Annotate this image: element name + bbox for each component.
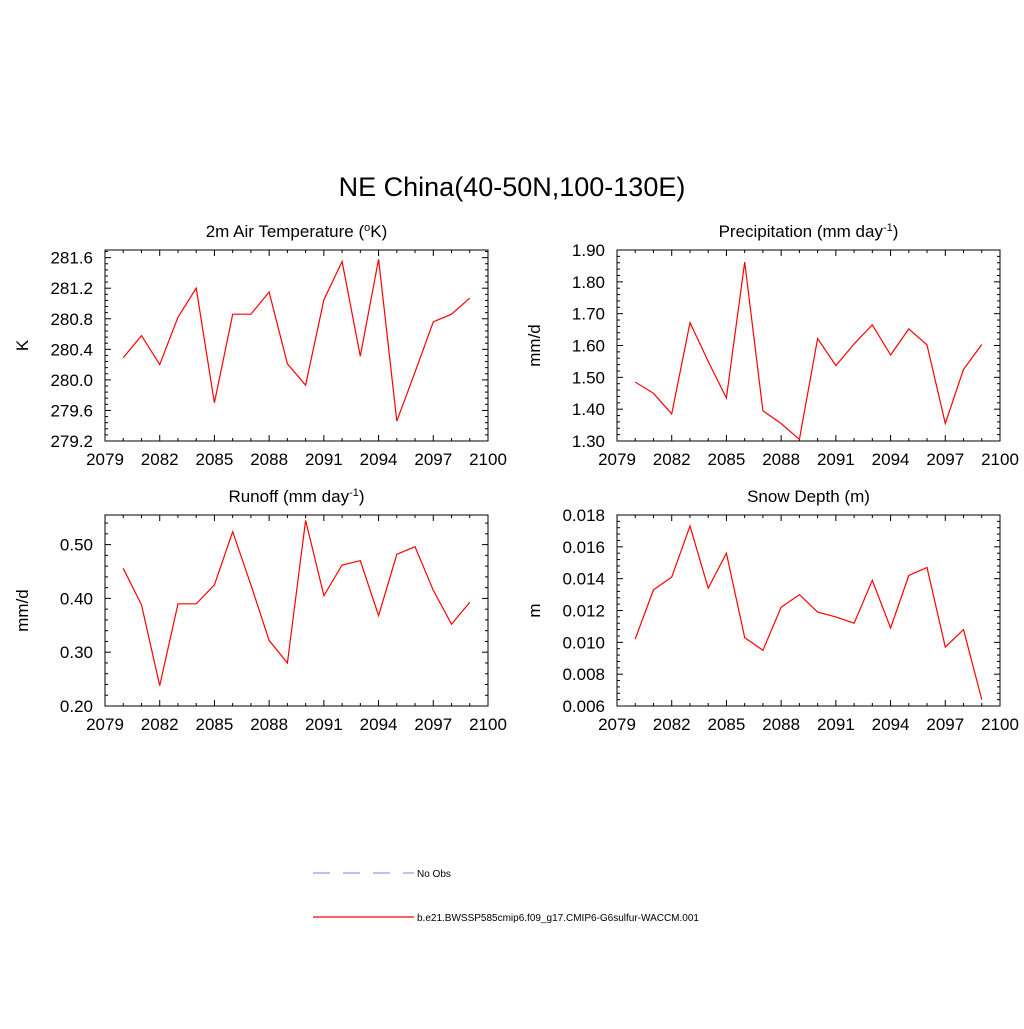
precipitation-ylabel: mm/d bbox=[525, 324, 544, 367]
runoff-xtick-label: 2091 bbox=[305, 715, 343, 734]
precipitation-series-line bbox=[634, 262, 983, 441]
runoff-title-main: Runoff (mm day bbox=[228, 487, 349, 506]
precipitation-title-main: Precipitation (mm day bbox=[719, 222, 884, 241]
snow-depth-series-line bbox=[634, 524, 983, 700]
snow-depth-ytick-label: 0.012 bbox=[562, 602, 605, 621]
panel-runoff: Runoff (mm day-1) mm/d 2079 2082 2085 2088 209… bbox=[13, 487, 507, 734]
temperature-xtick-label: 2094 bbox=[360, 450, 398, 469]
precipitation-title-tail: ) bbox=[893, 222, 899, 241]
precipitation-xtick-label: 2085 bbox=[708, 450, 746, 469]
precipitation-ytick-label: 1.60 bbox=[572, 337, 605, 356]
snow-depth-ylabel: m bbox=[525, 603, 544, 617]
precipitation-ytick-label: 1.70 bbox=[572, 305, 605, 324]
precipitation-ytick-label: 1.30 bbox=[572, 432, 605, 451]
runoff-xtick-label: 2100 bbox=[469, 715, 507, 734]
temperature-xtick-label: 2079 bbox=[86, 450, 124, 469]
panel-snow-depth: Snow Depth (m) m 2079 2082 2085 2088 2091 2094 2… bbox=[525, 487, 1019, 734]
precipitation-xtick-label: 2100 bbox=[981, 450, 1019, 469]
runoff-xtick-label: 2097 bbox=[414, 715, 452, 734]
runoff-ytick-label: 0.30 bbox=[60, 643, 93, 662]
runoff-title-tail: ) bbox=[359, 487, 365, 506]
precipitation-title: Precipitation (mm day-1) bbox=[719, 222, 899, 241]
runoff-title-sup: -1 bbox=[349, 487, 359, 499]
snow-depth-title-main: Snow Depth (m) bbox=[747, 487, 870, 506]
precipitation-xtick-label: 2091 bbox=[817, 450, 855, 469]
page-title: NE China(40-50N,100-130E) bbox=[339, 172, 686, 202]
temperature-ytick-label: 279.6 bbox=[50, 401, 93, 420]
temperature-xtick-label: 2100 bbox=[469, 450, 507, 469]
legend-model-label: b.e21.BWSSP585cmip6.f09_g17.CMIP6-G6sulf… bbox=[417, 913, 699, 924]
snow-depth-xtick-label: 2097 bbox=[926, 715, 964, 734]
precipitation-xtick-label: 2079 bbox=[598, 450, 636, 469]
temperature-title-tail: K) bbox=[370, 222, 387, 241]
precipitation-xtick-label: 2082 bbox=[653, 450, 691, 469]
runoff-xtick-label: 2079 bbox=[86, 715, 124, 734]
runoff-series-line bbox=[122, 520, 471, 686]
snow-depth-ytick-label: 0.014 bbox=[562, 570, 605, 589]
runoff-ytick-label: 0.40 bbox=[60, 589, 93, 608]
panel-temperature: 2m Air Temperature (oK) K 2079 2082 2085 2088… bbox=[13, 222, 507, 469]
temperature-ytick-label: 280.0 bbox=[50, 371, 93, 390]
precipitation-ytick-label: 1.40 bbox=[572, 400, 605, 419]
temperature-ytick-label: 281.2 bbox=[50, 279, 93, 298]
runoff-xtick-label: 2088 bbox=[250, 715, 288, 734]
temperature-title-sup: o bbox=[364, 222, 370, 234]
snow-depth-xtick-label: 2079 bbox=[598, 715, 636, 734]
precipitation-ytick-label: 1.90 bbox=[572, 241, 605, 260]
temperature-frame bbox=[104, 249, 489, 442]
precipitation-ytick-label: 1.50 bbox=[572, 368, 605, 387]
snow-depth-title: Snow Depth (m) bbox=[747, 487, 870, 506]
snow-depth-ytick-label: 0.018 bbox=[562, 506, 605, 525]
runoff-xtick-label: 2082 bbox=[141, 715, 179, 734]
runoff-title: Runoff (mm day-1) bbox=[228, 487, 364, 506]
temperature-ytick-label: 280.4 bbox=[50, 340, 93, 359]
snow-depth-xtick-label: 2094 bbox=[872, 715, 910, 734]
runoff-ytick-label: 0.50 bbox=[60, 536, 93, 555]
runoff-frame bbox=[104, 514, 489, 707]
runoff-ytick-label: 0.20 bbox=[60, 697, 93, 716]
precipitation-title-sup: -1 bbox=[883, 222, 893, 234]
temperature-xtick-label: 2097 bbox=[414, 450, 452, 469]
temperature-xtick-label: 2085 bbox=[196, 450, 234, 469]
legend: No Obs b.e21.BWSSP585cmip6.f09_g17.CMIP6… bbox=[313, 869, 699, 924]
snow-depth-xtick-label: 2100 bbox=[981, 715, 1019, 734]
precipitation-xtick-label: 2088 bbox=[762, 450, 800, 469]
temperature-title: 2m Air Temperature (oK) bbox=[206, 222, 388, 241]
precipitation-xtick-label: 2097 bbox=[926, 450, 964, 469]
snow-depth-ytick-label: 0.008 bbox=[562, 665, 605, 684]
snow-depth-xtick-label: 2091 bbox=[817, 715, 855, 734]
runoff-xtick-label: 2094 bbox=[360, 715, 398, 734]
snow-depth-ytick-label: 0.016 bbox=[562, 538, 605, 557]
panel-precipitation: Precipitation (mm day-1) mm/d 2079 2082 2085… bbox=[525, 222, 1019, 469]
temperature-xtick-label: 2088 bbox=[250, 450, 288, 469]
snow-depth-xtick-label: 2088 bbox=[762, 715, 800, 734]
snow-depth-xtick-label: 2082 bbox=[653, 715, 691, 734]
temperature-ytick-label: 281.6 bbox=[50, 249, 93, 268]
legend-obs-label: No Obs bbox=[417, 869, 451, 880]
snow-depth-frame bbox=[616, 514, 1001, 707]
temperature-ytick-label: 279.2 bbox=[50, 432, 93, 451]
temperature-xtick-label: 2091 bbox=[305, 450, 343, 469]
snow-depth-ytick-label: 0.006 bbox=[562, 697, 605, 716]
precipitation-xtick-label: 2094 bbox=[872, 450, 910, 469]
temperature-xtick-label: 2082 bbox=[141, 450, 179, 469]
temperature-series-line bbox=[122, 259, 471, 422]
temperature-title-main: 2m Air Temperature ( bbox=[206, 222, 365, 241]
runoff-ylabel: mm/d bbox=[13, 589, 32, 632]
runoff-xtick-label: 2085 bbox=[196, 715, 234, 734]
panels: 2m Air Temperature (oK) K 2079 2082 2085 2088… bbox=[13, 222, 1019, 734]
temperature-ylabel: K bbox=[13, 339, 32, 351]
precipitation-ytick-label: 1.80 bbox=[572, 273, 605, 292]
snow-depth-ytick-label: 0.010 bbox=[562, 633, 605, 652]
snow-depth-xtick-label: 2085 bbox=[708, 715, 746, 734]
temperature-ytick-label: 280.8 bbox=[50, 310, 93, 329]
